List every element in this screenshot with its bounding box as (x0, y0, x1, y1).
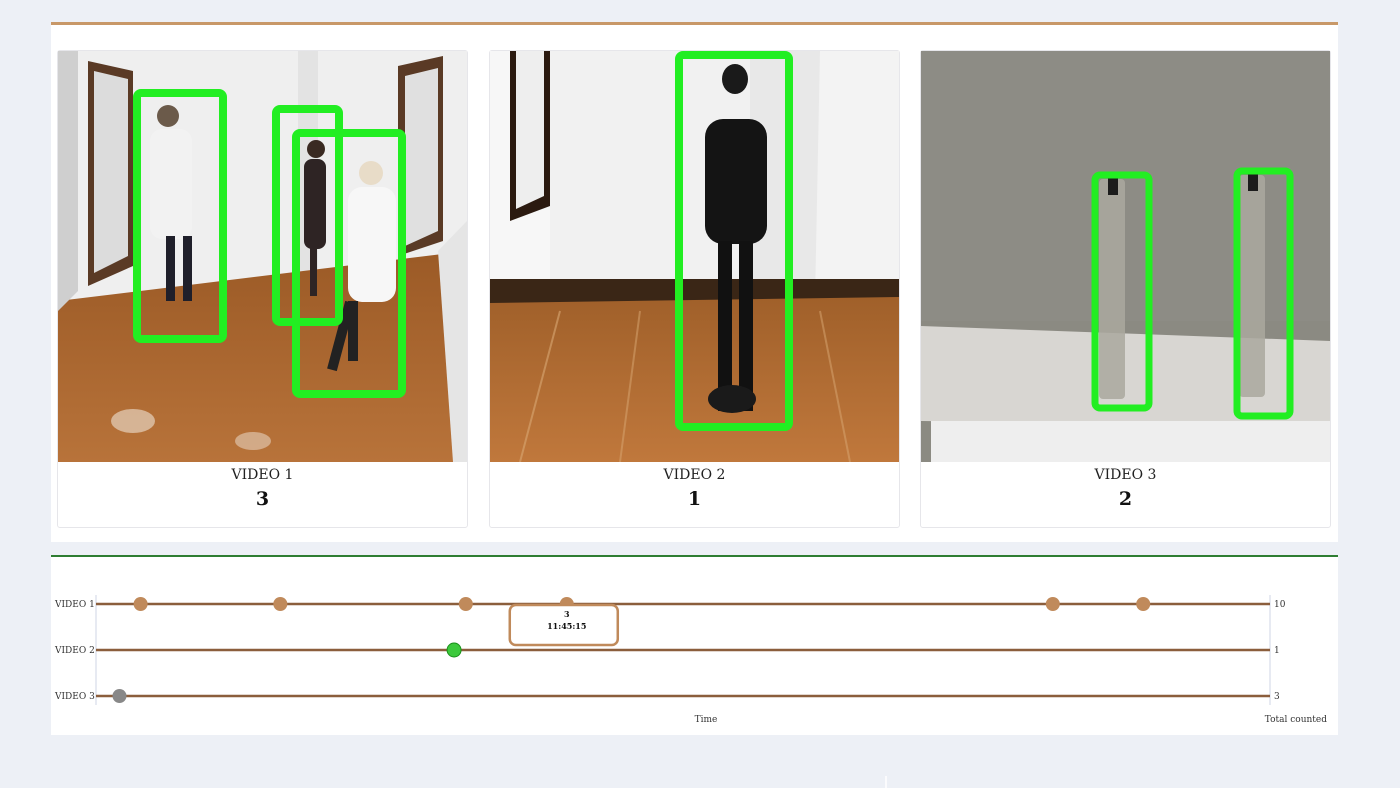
video-card-1[interactable]: VIDEO 1 3 (57, 50, 468, 528)
video-card-2[interactable]: VIDEO 2 1 (489, 50, 900, 528)
row-label: VIDEO 2 (54, 646, 95, 656)
event-point[interactable] (112, 689, 126, 703)
timeline-chart[interactable]: VIDEO 1 10 VIDEO 2 1 VIDEO 3 3 3 11:45:15 Time To… (51, 557, 1338, 737)
video-count: 1 (490, 488, 899, 510)
event-point[interactable] (447, 643, 461, 657)
tooltip-count: 3 (564, 609, 570, 619)
video-frame-2[interactable] (490, 51, 899, 462)
video-label: VIDEO 3 (921, 467, 1330, 483)
video-frame-3[interactable] (921, 51, 1330, 462)
event-point[interactable] (1136, 597, 1150, 611)
video-frame-1[interactable] (58, 51, 467, 462)
total-counted-label: Total counted (1265, 715, 1327, 725)
x-axis-label: Time (695, 715, 718, 725)
event-point[interactable] (459, 597, 473, 611)
divider-mark (885, 776, 887, 788)
event-point[interactable] (273, 597, 287, 611)
row-total: 1 (1274, 646, 1280, 656)
video-panel: VIDEO 1 3 (51, 22, 1338, 542)
video-label: VIDEO 1 (58, 467, 467, 483)
row-total: 10 (1274, 600, 1286, 610)
row-label: VIDEO 3 (54, 692, 95, 702)
row-label: VIDEO 1 (54, 600, 95, 610)
event-point[interactable] (1046, 597, 1060, 611)
video-card-3[interactable]: VIDEO 3 2 (920, 50, 1331, 528)
video-count: 3 (58, 488, 467, 510)
timeline-panel: VIDEO 1 10 VIDEO 2 1 VIDEO 3 3 3 11:45:15 Time To… (51, 555, 1338, 735)
row-total: 3 (1274, 692, 1280, 702)
event-point[interactable] (134, 597, 148, 611)
video-count: 2 (921, 488, 1330, 510)
tooltip-time: 11:45:15 (547, 621, 586, 631)
video-label: VIDEO 2 (490, 467, 899, 483)
